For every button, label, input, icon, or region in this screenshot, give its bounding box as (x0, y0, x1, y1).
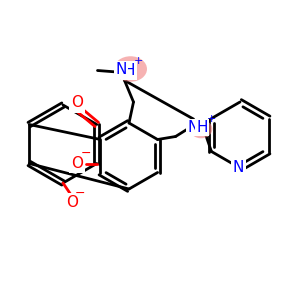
Text: N: N (233, 160, 244, 175)
Ellipse shape (190, 120, 212, 138)
Text: O: O (71, 95, 83, 110)
Text: H: H (123, 63, 135, 78)
Text: +: + (133, 56, 143, 67)
Text: −: − (75, 187, 86, 200)
Text: O: O (71, 156, 83, 171)
Text: +: + (207, 113, 216, 124)
Text: H: H (196, 120, 208, 135)
Text: −: − (80, 147, 91, 161)
Text: N: N (187, 120, 199, 135)
Text: N: N (115, 62, 127, 77)
Ellipse shape (114, 56, 147, 82)
Text: O: O (66, 195, 78, 210)
